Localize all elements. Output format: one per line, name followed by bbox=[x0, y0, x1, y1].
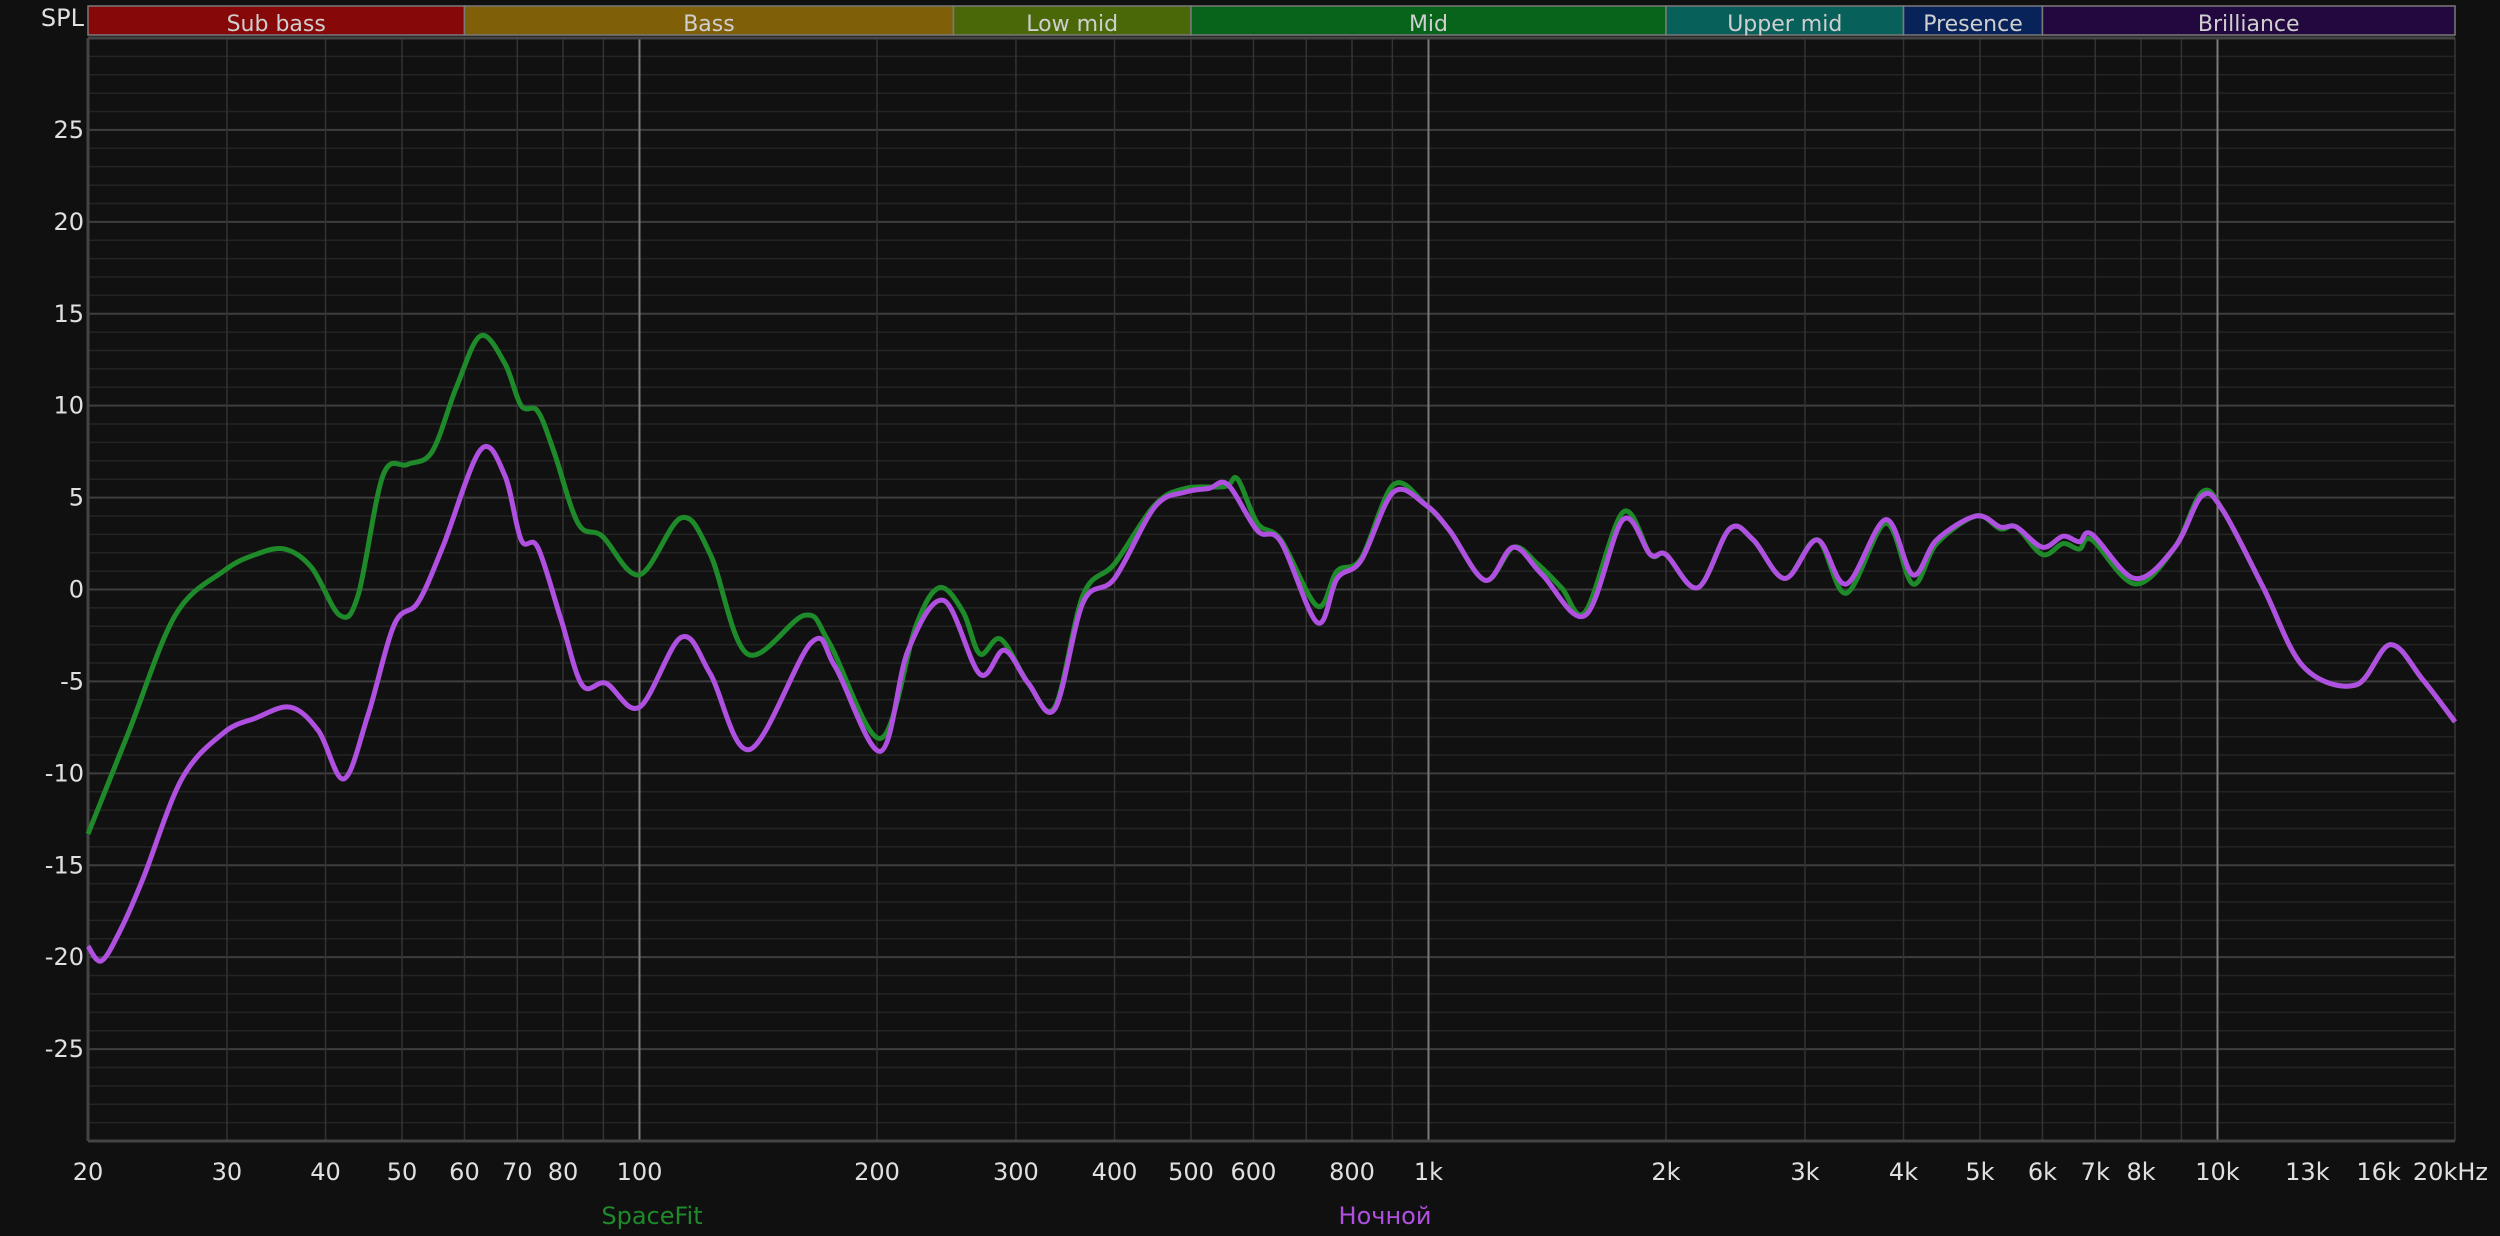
band-label: Sub bass bbox=[227, 12, 326, 37]
x-tick-label: 100 bbox=[617, 1158, 663, 1186]
series-lines bbox=[85, 332, 2457, 964]
y-tick-label: -5 bbox=[60, 667, 84, 695]
band-label: Mid bbox=[1409, 12, 1448, 37]
series-line-1 bbox=[85, 444, 2457, 964]
band-upper-mid bbox=[1665, 5, 1905, 36]
x-tick-label: 200 bbox=[854, 1158, 900, 1186]
y-axis-label: SPL bbox=[41, 4, 85, 32]
band-bass bbox=[463, 5, 955, 36]
band-label: Brilliance bbox=[2198, 12, 2300, 37]
x-tick-label: 50 bbox=[387, 1158, 418, 1186]
x-tick-label: 400 bbox=[1092, 1158, 1138, 1186]
x-tick-label: 800 bbox=[1329, 1158, 1375, 1186]
x-tick-label: 3k bbox=[1790, 1158, 1819, 1186]
y-tick-label: 25 bbox=[53, 116, 84, 144]
x-tick-label: 30 bbox=[212, 1158, 243, 1186]
y-tick-label: 5 bbox=[69, 484, 84, 512]
x-tick-label: 16k bbox=[2356, 1158, 2401, 1186]
legend-entry: SpaceFit bbox=[601, 1202, 702, 1230]
y-axis-ticks: 25 20 15 10 5 0 -5 -10 -15 -20 -25 bbox=[45, 116, 84, 1063]
x-tick-label: 5k bbox=[1965, 1158, 1994, 1186]
band-label: Bass bbox=[683, 12, 735, 37]
x-tick-label: 500 bbox=[1168, 1158, 1214, 1186]
x-axis-ticks: 20 30 40 50 60 70 80 100 200 300 400 500 600 800 1k 2k 3… bbox=[73, 1158, 2488, 1186]
legend: SpaceFit Ночной bbox=[601, 1202, 1431, 1230]
y-tick-label: -25 bbox=[45, 1035, 84, 1063]
band-label: Low mid bbox=[1026, 12, 1118, 37]
band-brilliance bbox=[2041, 5, 2456, 36]
x-tick-label: 80 bbox=[548, 1158, 579, 1186]
x-tick-label: 8k bbox=[2126, 1158, 2155, 1186]
x-tick-label: 600 bbox=[1231, 1158, 1277, 1186]
x-tick-label: 6k bbox=[2028, 1158, 2057, 1186]
x-tick-label: 13k bbox=[2285, 1158, 2330, 1186]
x-tick-label: 10k bbox=[2195, 1158, 2240, 1186]
x-tick-label: 2k bbox=[1651, 1158, 1680, 1186]
y-tick-label: -20 bbox=[45, 943, 84, 971]
x-tick-label: 60 bbox=[449, 1158, 480, 1186]
y-tick-label: -15 bbox=[45, 851, 84, 879]
y-tick-label: 20 bbox=[53, 208, 84, 236]
band-label: Upper mid bbox=[1727, 12, 1842, 37]
y-tick-label: 15 bbox=[53, 300, 84, 328]
x-tick-label: 300 bbox=[993, 1158, 1039, 1186]
legend-entry: Ночной bbox=[1339, 1202, 1432, 1230]
grid bbox=[86, 36, 2456, 1143]
y-tick-label: 0 bbox=[69, 576, 84, 604]
band-sub-bass bbox=[87, 5, 466, 36]
x-tick-label: 70 bbox=[502, 1158, 533, 1186]
y-tick-label: -10 bbox=[45, 759, 84, 787]
band-presence bbox=[1902, 5, 2044, 36]
x-tick-label: 1k bbox=[1414, 1158, 1443, 1186]
x-tick-label: 20 bbox=[73, 1158, 104, 1186]
band-mid bbox=[1190, 5, 1667, 36]
x-tick-label: 7k bbox=[2081, 1158, 2110, 1186]
x-tick-label: 40 bbox=[310, 1158, 341, 1186]
frequency-bands: Sub bass Bass Low mid Mid Upper mid Presence B… bbox=[87, 5, 2456, 37]
y-tick-label: 10 bbox=[53, 392, 84, 420]
band-low-mid bbox=[952, 5, 1192, 36]
x-tick-label: 20kHz bbox=[2413, 1158, 2488, 1186]
band-label: Presence bbox=[1923, 12, 2023, 37]
x-tick-label: 4k bbox=[1889, 1158, 1918, 1186]
